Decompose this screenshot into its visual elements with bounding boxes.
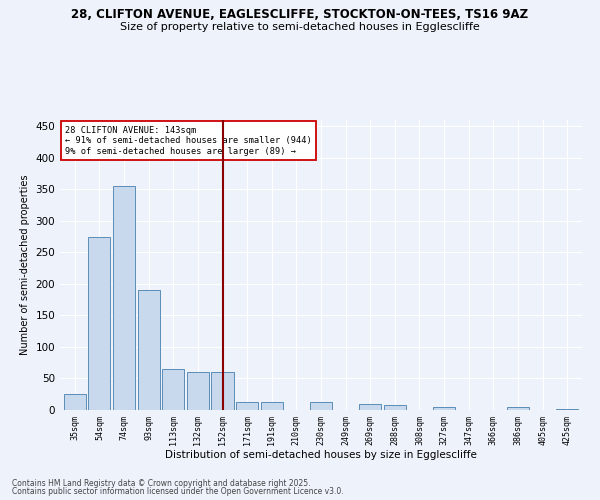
- Bar: [260, 402, 283, 410]
- Bar: [236, 402, 258, 410]
- Bar: [384, 405, 406, 410]
- Text: 28 CLIFTON AVENUE: 143sqm
← 91% of semi-detached houses are smaller (944)
9% of : 28 CLIFTON AVENUE: 143sqm ← 91% of semi-…: [65, 126, 312, 156]
- Bar: [359, 404, 382, 410]
- Text: Size of property relative to semi-detached houses in Egglescliffe: Size of property relative to semi-detach…: [120, 22, 480, 32]
- Bar: [64, 394, 86, 410]
- Bar: [187, 372, 209, 410]
- Bar: [507, 407, 529, 410]
- Bar: [310, 402, 332, 410]
- Bar: [137, 290, 160, 410]
- Text: Contains public sector information licensed under the Open Government Licence v3: Contains public sector information licen…: [12, 487, 344, 496]
- Bar: [211, 372, 233, 410]
- Bar: [88, 236, 110, 410]
- Text: Contains HM Land Registry data © Crown copyright and database right 2025.: Contains HM Land Registry data © Crown c…: [12, 478, 311, 488]
- Bar: [162, 369, 184, 410]
- Bar: [113, 186, 135, 410]
- Text: 28, CLIFTON AVENUE, EAGLESCLIFFE, STOCKTON-ON-TEES, TS16 9AZ: 28, CLIFTON AVENUE, EAGLESCLIFFE, STOCKT…: [71, 8, 529, 20]
- Text: Distribution of semi-detached houses by size in Egglescliffe: Distribution of semi-detached houses by …: [165, 450, 477, 460]
- Bar: [433, 408, 455, 410]
- Y-axis label: Number of semi-detached properties: Number of semi-detached properties: [20, 175, 30, 355]
